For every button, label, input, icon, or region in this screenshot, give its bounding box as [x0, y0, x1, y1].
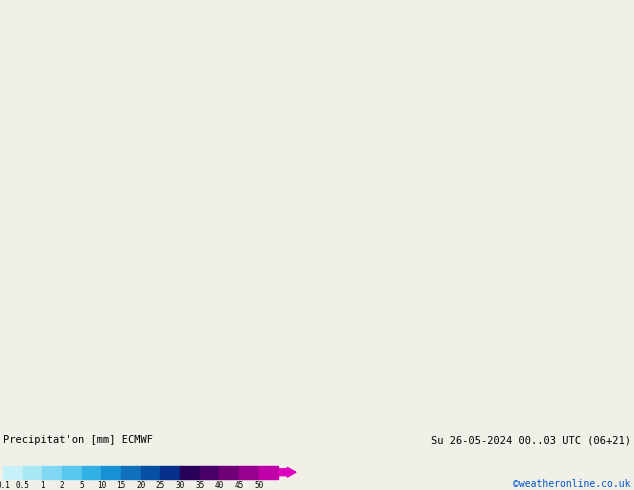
Bar	[259, 466, 278, 479]
FancyArrow shape	[280, 467, 296, 477]
Text: 40: 40	[215, 481, 224, 490]
Bar	[101, 466, 121, 479]
Text: 1: 1	[40, 481, 45, 490]
Text: 30: 30	[176, 481, 184, 490]
Bar	[23, 466, 42, 479]
Text: 50: 50	[254, 481, 263, 490]
Bar	[200, 466, 219, 479]
Bar	[121, 466, 141, 479]
Text: 0.5: 0.5	[16, 481, 30, 490]
Bar	[160, 466, 180, 479]
Text: 25: 25	[156, 481, 165, 490]
Text: 2: 2	[60, 481, 65, 490]
Text: 45: 45	[235, 481, 243, 490]
Bar	[3, 466, 23, 479]
Bar	[62, 466, 82, 479]
Bar	[141, 466, 160, 479]
Text: 35: 35	[195, 481, 204, 490]
Bar	[82, 466, 101, 479]
Text: Su 26-05-2024 00..03 UTC (06+21): Su 26-05-2024 00..03 UTC (06+21)	[431, 435, 631, 445]
Text: 5: 5	[79, 481, 84, 490]
Bar	[42, 466, 62, 479]
Bar	[219, 466, 239, 479]
Bar	[180, 466, 200, 479]
Text: 15: 15	[117, 481, 126, 490]
Text: 0.1: 0.1	[0, 481, 10, 490]
Bar	[239, 466, 259, 479]
Text: ©weatheronline.co.uk: ©weatheronline.co.uk	[514, 479, 631, 489]
Text: Precipitat'on [mm] ECMWF: Precipitat'on [mm] ECMWF	[3, 435, 153, 445]
Text: 10: 10	[97, 481, 106, 490]
Text: 20: 20	[136, 481, 145, 490]
